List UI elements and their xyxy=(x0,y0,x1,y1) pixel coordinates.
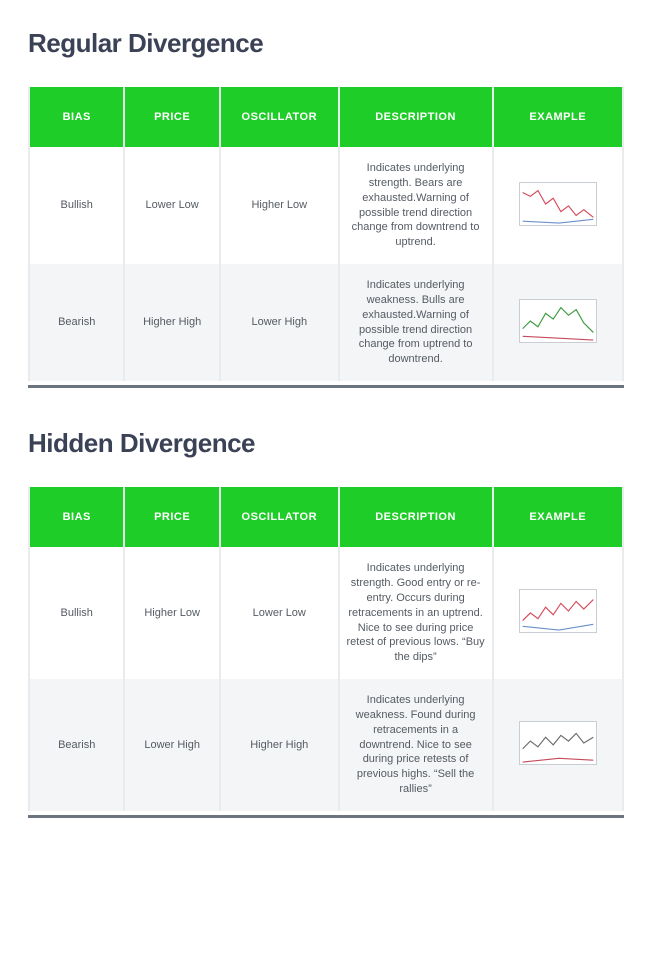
mini-chart xyxy=(519,299,597,343)
section-title: Regular Divergence xyxy=(28,28,624,59)
table-row: BullishLower LowHigher LowIndicates unde… xyxy=(30,147,622,264)
column-header: OSCILLATOR xyxy=(221,87,338,147)
cell-price: Higher High xyxy=(125,264,218,381)
cell-description: Indicates underlying weakness. Found dur… xyxy=(340,679,492,811)
mini-chart xyxy=(519,589,597,633)
column-header: EXAMPLE xyxy=(494,87,623,147)
divergence-table: BIASPRICEOSCILLATORDESCRIPTIONEXAMPLEBul… xyxy=(28,87,624,381)
section-title: Hidden Divergence xyxy=(28,428,624,459)
table-bottom-rule xyxy=(28,385,624,388)
cell-bias: Bearish xyxy=(30,264,123,381)
column-header: DESCRIPTION xyxy=(340,487,492,547)
cell-bias: Bullish xyxy=(30,147,123,264)
column-header: EXAMPLE xyxy=(494,487,623,547)
cell-oscillator: Higher Low xyxy=(221,147,338,264)
cell-price: Lower High xyxy=(125,679,218,811)
divergence-table: BIASPRICEOSCILLATORDESCRIPTIONEXAMPLEBul… xyxy=(28,487,624,811)
cell-bias: Bullish xyxy=(30,547,123,679)
column-header: OSCILLATOR xyxy=(221,487,338,547)
cell-oscillator: Lower High xyxy=(221,264,338,381)
column-header: PRICE xyxy=(125,487,218,547)
cell-example xyxy=(494,679,623,811)
column-header: BIAS xyxy=(30,87,123,147)
column-header: DESCRIPTION xyxy=(340,87,492,147)
column-header: BIAS xyxy=(30,487,123,547)
cell-oscillator: Higher High xyxy=(221,679,338,811)
cell-description: Indicates underlying weakness. Bulls are… xyxy=(340,264,492,381)
table-row: BullishHigher LowLower LowIndicates unde… xyxy=(30,547,622,679)
cell-oscillator: Lower Low xyxy=(221,547,338,679)
cell-price: Lower Low xyxy=(125,147,218,264)
cell-price: Higher Low xyxy=(125,547,218,679)
table-bottom-rule xyxy=(28,815,624,818)
cell-example xyxy=(494,264,623,381)
cell-example xyxy=(494,147,623,264)
table-row: BearishLower HighHigher HighIndicates un… xyxy=(30,679,622,811)
cell-example xyxy=(494,547,623,679)
cell-description: Indicates underlying strength. Good entr… xyxy=(340,547,492,679)
table-row: BearishHigher HighLower HighIndicates un… xyxy=(30,264,622,381)
cell-description: Indicates underlying strength. Bears are… xyxy=(340,147,492,264)
mini-chart xyxy=(519,182,597,226)
column-header: PRICE xyxy=(125,87,218,147)
cell-bias: Bearish xyxy=(30,679,123,811)
mini-chart xyxy=(519,721,597,765)
